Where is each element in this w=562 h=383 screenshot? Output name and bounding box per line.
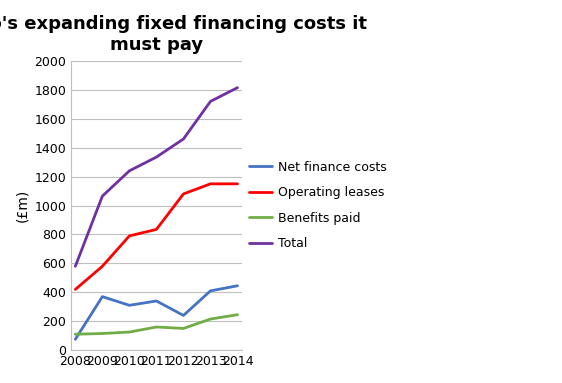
- Net finance costs: [234, 283, 241, 288]
- Net finance costs: [153, 299, 160, 303]
- Operating leases: [153, 227, 160, 232]
- Total: [234, 85, 241, 90]
- Benefits paid: [153, 325, 160, 329]
- Net finance costs: [99, 294, 106, 299]
- Operating leases: [180, 192, 187, 196]
- Benefits paid: [72, 332, 79, 337]
- Operating leases: [234, 182, 241, 186]
- Benefits paid: [180, 326, 187, 331]
- Net finance costs: [126, 303, 133, 308]
- Benefits paid: [234, 313, 241, 317]
- Line: Benefits paid: Benefits paid: [75, 315, 238, 334]
- Line: Net finance costs: Net finance costs: [75, 286, 238, 339]
- Operating leases: [99, 264, 106, 268]
- Total: [207, 99, 214, 104]
- Net finance costs: [207, 288, 214, 293]
- Operating leases: [126, 234, 133, 238]
- Benefits paid: [207, 317, 214, 321]
- Net finance costs: [72, 337, 79, 342]
- Net finance costs: [180, 313, 187, 318]
- Total: [126, 169, 133, 173]
- Line: Operating leases: Operating leases: [75, 184, 238, 290]
- Title: Tesco's expanding fixed financing costs it
must pay: Tesco's expanding fixed financing costs …: [0, 15, 367, 54]
- Benefits paid: [126, 330, 133, 334]
- Total: [180, 137, 187, 141]
- Total: [153, 155, 160, 159]
- Total: [99, 194, 106, 198]
- Operating leases: [72, 287, 79, 292]
- Total: [72, 264, 79, 268]
- Operating leases: [207, 182, 214, 186]
- Legend: Net finance costs, Operating leases, Benefits paid, Total: Net finance costs, Operating leases, Ben…: [250, 161, 387, 250]
- Y-axis label: (£m): (£m): [15, 189, 29, 222]
- Benefits paid: [99, 331, 106, 336]
- Line: Total: Total: [75, 88, 238, 266]
